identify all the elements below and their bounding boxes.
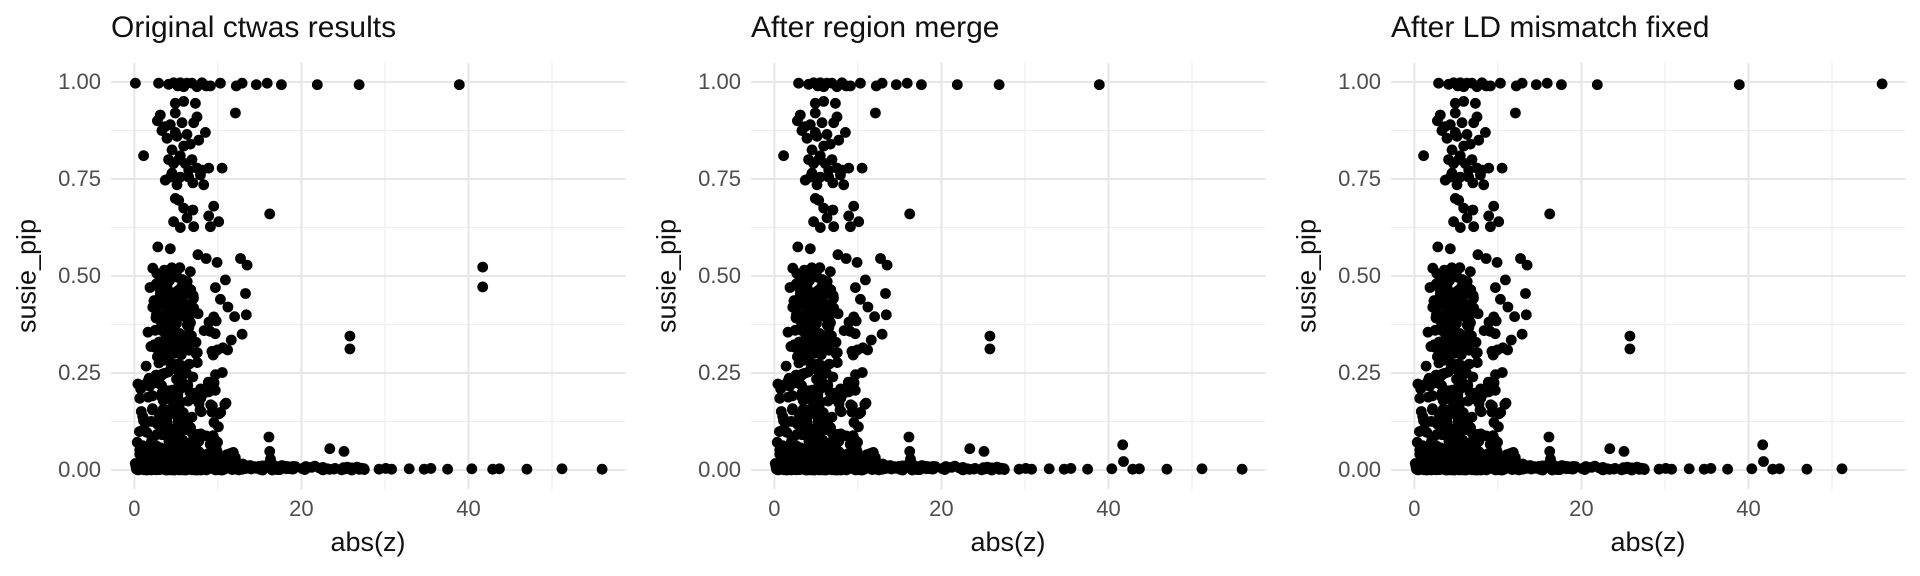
chart-title: After LD mismatch fixed	[1391, 11, 1710, 44]
y-axis-title: susie_pip	[651, 218, 682, 334]
y-tick-label: 0.50	[1338, 263, 1381, 288]
y-tick-label: 0.00	[698, 457, 741, 482]
y-tick-label: 0.25	[58, 360, 101, 385]
x-tick-label: 20	[929, 496, 954, 521]
y-tick-label: 0.50	[58, 263, 101, 288]
scatter-plot	[1391, 62, 1906, 490]
x-tick-label: 20	[1569, 496, 1594, 521]
y-tick-label: 0.00	[58, 457, 101, 482]
chart-title: After region merge	[751, 11, 1000, 44]
y-tick-label: 0.75	[1338, 166, 1381, 191]
y-tick-label: 0.50	[698, 263, 741, 288]
y-tick-label: 0.75	[58, 166, 101, 191]
x-tick-label: 40	[1736, 496, 1761, 521]
scatter-plot	[751, 62, 1266, 490]
data-points	[129, 77, 608, 476]
y-tick-label: 1.00	[58, 69, 101, 94]
x-tick-label: 40	[1096, 496, 1121, 521]
x-axis-title: abs(z)	[1610, 527, 1686, 557]
y-tick-label: 0.25	[698, 360, 741, 385]
x-axis-title: abs(z)	[330, 527, 406, 557]
y-tick-label: 0.25	[1338, 360, 1381, 385]
panel-after-ld-mismatch-fixed: After LD mismatch fixed susie_pip abs(z)…	[1280, 0, 1920, 576]
y-tick-label: 1.00	[698, 69, 741, 94]
y-tick-label: 1.00	[1338, 69, 1381, 94]
x-axis-title: abs(z)	[970, 527, 1046, 557]
x-tick-label: 40	[456, 496, 481, 521]
scatter-plot	[111, 62, 626, 490]
panel-after-region-merge: After region merge susie_pip abs(z) 0.00…	[640, 0, 1280, 576]
y-axis-title: susie_pip	[11, 218, 42, 334]
data-points	[1409, 77, 1888, 476]
x-tick-label: 20	[289, 496, 314, 521]
data-points	[769, 77, 1248, 476]
x-tick-label: 0	[768, 496, 781, 521]
chart-title: Original ctwas results	[111, 11, 397, 44]
y-tick-label: 0.00	[1338, 457, 1381, 482]
y-axis-title: susie_pip	[1291, 218, 1322, 334]
x-tick-label: 0	[128, 496, 141, 521]
x-tick-label: 0	[1408, 496, 1421, 521]
panel-original-ctwas: Original ctwas results susie_pip abs(z) …	[0, 0, 640, 576]
y-tick-label: 0.75	[698, 166, 741, 191]
